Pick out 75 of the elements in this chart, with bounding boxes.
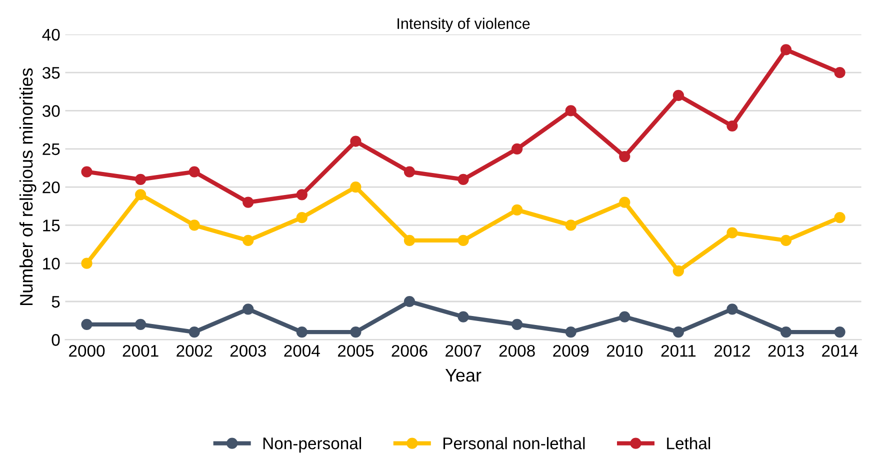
x-tick-label: 2003 bbox=[230, 344, 266, 357]
y-tick-label: 5 bbox=[52, 296, 60, 308]
point bbox=[242, 234, 254, 246]
x-tick-label: 2011 bbox=[661, 344, 696, 357]
legend-label: Personal non-lethal bbox=[443, 437, 585, 450]
y-tick-label: 10 bbox=[43, 258, 60, 270]
y-tick-label: 0 bbox=[52, 334, 60, 346]
point bbox=[404, 296, 416, 308]
point bbox=[512, 204, 523, 216]
point bbox=[780, 234, 792, 246]
point bbox=[242, 196, 254, 208]
point bbox=[726, 120, 738, 132]
legend-label: Lethal bbox=[667, 437, 710, 450]
point bbox=[404, 166, 416, 178]
x-tick-label: 2000 bbox=[69, 344, 105, 357]
point bbox=[350, 326, 362, 338]
x-tick-label: 2010 bbox=[606, 344, 643, 357]
x-tick-label: 2006 bbox=[392, 344, 428, 357]
point bbox=[619, 150, 630, 162]
point bbox=[404, 234, 416, 246]
point bbox=[726, 304, 738, 315]
point bbox=[242, 304, 254, 315]
point bbox=[619, 196, 630, 208]
point bbox=[296, 326, 308, 338]
point bbox=[834, 212, 846, 224]
x-tick-label: 2009 bbox=[553, 344, 589, 357]
x-tick-label: 2002 bbox=[176, 344, 212, 357]
x-tick-label: 2012 bbox=[714, 344, 750, 357]
point bbox=[458, 311, 469, 322]
x-tick-label: 2004 bbox=[284, 344, 320, 357]
point bbox=[458, 234, 469, 246]
point bbox=[350, 181, 362, 193]
y-tick-label: 15 bbox=[43, 220, 60, 232]
point bbox=[834, 326, 846, 338]
point bbox=[81, 166, 92, 178]
x-tick-label: 2008 bbox=[499, 344, 535, 357]
point bbox=[188, 220, 200, 231]
point bbox=[350, 136, 362, 147]
x-tick-label: 2014 bbox=[822, 344, 858, 357]
chart-title: Intensity of violence bbox=[398, 18, 530, 32]
point bbox=[726, 227, 738, 238]
point bbox=[512, 318, 523, 330]
point bbox=[81, 258, 92, 269]
x-axis-title: Year bbox=[445, 369, 482, 382]
point bbox=[565, 326, 576, 338]
point bbox=[672, 265, 684, 277]
x-tick-label: 2005 bbox=[338, 344, 374, 357]
point bbox=[672, 326, 684, 338]
y-tick-label: 20 bbox=[42, 181, 60, 194]
point bbox=[565, 220, 576, 231]
point bbox=[296, 189, 308, 200]
point bbox=[834, 67, 846, 78]
point bbox=[619, 311, 630, 322]
point bbox=[512, 143, 523, 154]
point bbox=[134, 318, 146, 330]
y-tick-label: 40 bbox=[42, 28, 60, 41]
y-tick-label: 30 bbox=[42, 105, 60, 117]
point bbox=[134, 189, 146, 200]
point bbox=[565, 105, 576, 116]
x-tick-label: 2001 bbox=[122, 344, 158, 357]
x-tick-label: 2013 bbox=[768, 344, 804, 357]
point bbox=[188, 166, 200, 178]
point bbox=[672, 90, 684, 102]
y-axis-title: Number of religious minorities bbox=[19, 68, 36, 305]
legend-label: Non-personal bbox=[263, 437, 362, 453]
point bbox=[81, 318, 92, 330]
point bbox=[296, 212, 308, 224]
y-tick-label: 35 bbox=[42, 66, 60, 79]
point bbox=[780, 44, 792, 56]
point bbox=[458, 174, 469, 185]
x-tick-label: 2007 bbox=[446, 344, 481, 357]
point bbox=[188, 326, 200, 338]
point bbox=[780, 326, 792, 338]
point bbox=[134, 174, 146, 185]
y-tick-label: 25 bbox=[42, 143, 60, 156]
